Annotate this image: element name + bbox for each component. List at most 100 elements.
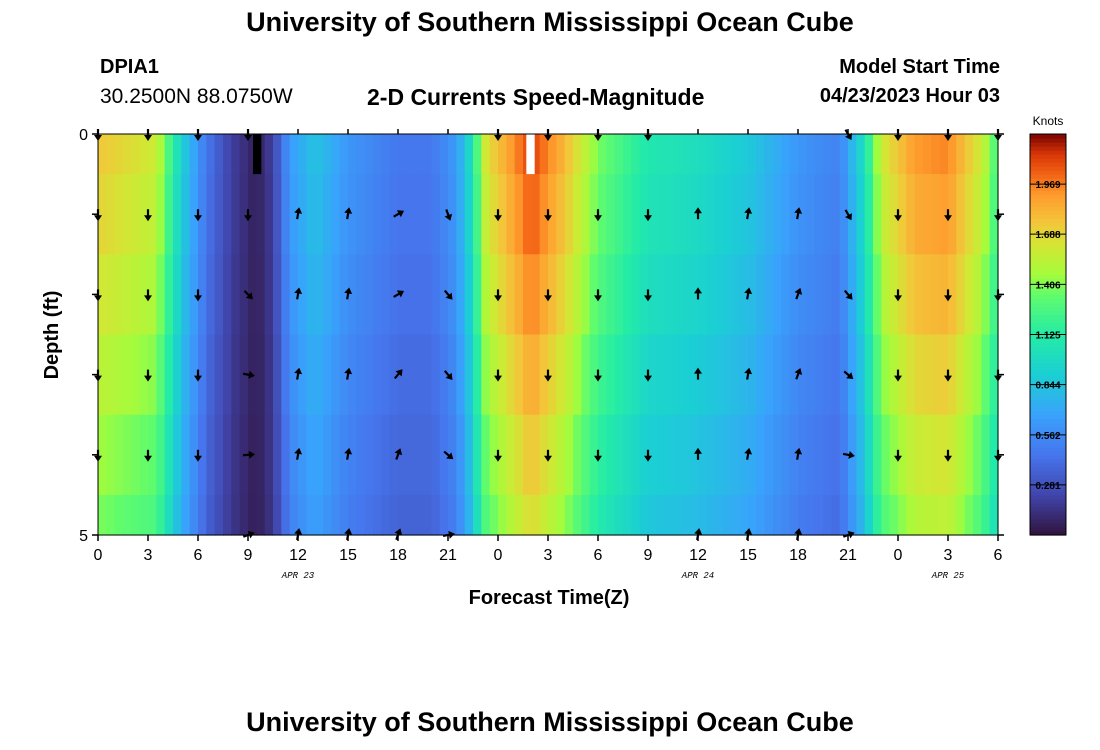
heatmap-cell xyxy=(289,174,299,255)
heatmap-cell xyxy=(831,174,841,255)
heatmap-cell xyxy=(114,134,124,175)
colorbar-segment xyxy=(1030,466,1066,472)
heatmap-cell xyxy=(389,174,399,255)
heatmap-cell xyxy=(523,414,532,496)
heatmap-cell xyxy=(464,494,474,536)
model-start-time: 04/23/2023 Hour 03 xyxy=(819,85,1000,107)
heatmap-cell xyxy=(431,334,441,416)
heatmap-cell xyxy=(156,334,166,416)
heatmap-cell xyxy=(548,414,557,496)
current-arrow-head xyxy=(194,455,202,462)
colorbar-segment xyxy=(1030,518,1066,524)
current-arrow xyxy=(243,290,253,300)
current-arrow-head xyxy=(594,135,602,141)
current-arrow-head xyxy=(794,528,803,535)
current-arrow-head xyxy=(194,375,202,382)
heatmap-cell xyxy=(898,254,907,336)
current-arrow-head xyxy=(644,455,652,462)
current-arrow xyxy=(494,449,502,462)
heatmap-cell xyxy=(314,494,324,536)
current-arrow-head xyxy=(144,295,152,302)
heatmap-cell xyxy=(639,414,649,496)
heatmap-cell xyxy=(781,334,791,416)
heatmap-cell xyxy=(406,134,416,175)
heatmap-cell xyxy=(606,414,616,496)
heatmap-cell xyxy=(923,134,932,175)
colorbar-segment xyxy=(1030,202,1066,207)
current-arrow-head xyxy=(744,528,753,535)
colorbar-segment xyxy=(1030,494,1066,500)
heatmap-cell xyxy=(489,414,499,496)
current-arrow-head xyxy=(846,372,854,380)
heatmap-cell xyxy=(398,334,407,416)
heatmap-cell xyxy=(306,174,316,255)
y-tick-label: 0 xyxy=(79,127,88,144)
heatmap-cell xyxy=(214,174,224,255)
heatmap-cell xyxy=(706,134,716,175)
x-tick-label: 12 xyxy=(689,547,707,564)
heatmap-cell xyxy=(148,174,157,255)
heatmap-cell xyxy=(989,494,999,536)
heatmap-cell xyxy=(806,134,816,175)
heatmap-cell xyxy=(664,174,674,255)
date-label: APR 23 xyxy=(281,571,315,581)
heatmap-cell xyxy=(439,254,449,336)
x-tick-label: 0 xyxy=(894,547,903,564)
current-arrow-head xyxy=(944,375,952,382)
heatmap-cell xyxy=(606,334,616,416)
heatmap-cell xyxy=(823,134,832,175)
heatmap-cell xyxy=(514,174,524,255)
heatmap-cell xyxy=(464,174,474,255)
current-arrow-head xyxy=(494,215,502,222)
heatmap-cell xyxy=(714,134,724,175)
heatmap-cell xyxy=(648,334,657,416)
heatmap-cell xyxy=(106,254,116,336)
heatmap-cell xyxy=(739,174,749,255)
current-arrow xyxy=(694,447,702,460)
heatmap-cell xyxy=(123,334,132,416)
heatmap-cell xyxy=(706,254,716,336)
heatmap-cell xyxy=(281,174,291,255)
heatmap-cell xyxy=(239,494,249,536)
colorbar-segment xyxy=(1030,394,1066,400)
colorbar-segment xyxy=(1030,206,1066,211)
heatmap-cell xyxy=(856,134,866,175)
colorbar-segment xyxy=(1030,454,1066,460)
heatmap-cell xyxy=(306,254,316,336)
current-arrow-head xyxy=(245,292,253,300)
colorbar-segment xyxy=(1030,502,1066,508)
heatmap-cell xyxy=(856,334,866,416)
heatmap-cell xyxy=(781,174,791,255)
current-arrow-head xyxy=(744,447,753,455)
heatmap-cell xyxy=(289,494,299,536)
heatmap-cell xyxy=(814,414,824,496)
colorbar-segment xyxy=(1030,246,1066,251)
heatmap-cell xyxy=(789,414,799,496)
heatmap-cell xyxy=(764,134,774,175)
heatmap-cell xyxy=(714,254,724,336)
heatmap-cell xyxy=(739,254,749,336)
heatmap-cell xyxy=(248,494,257,536)
heatmap-cell xyxy=(489,334,499,416)
current-arrow-head xyxy=(644,135,652,141)
x-tick-label: 18 xyxy=(789,547,807,564)
heatmap-cell xyxy=(964,414,974,496)
heatmap-cell xyxy=(748,494,757,536)
colorbar-segment xyxy=(1030,250,1066,255)
heatmap-cell xyxy=(881,414,891,496)
heatmap-cell xyxy=(764,414,774,496)
heatmap-cell xyxy=(273,254,282,336)
heatmap-cell xyxy=(739,334,749,416)
colorbar-segment xyxy=(1030,326,1066,332)
heatmap-cell xyxy=(206,174,216,255)
heatmap-cell xyxy=(239,174,249,255)
heatmap-cell xyxy=(423,134,432,175)
heatmap-cell xyxy=(481,494,491,536)
heatmap-cell xyxy=(464,334,474,416)
heatmap-cell xyxy=(581,254,591,336)
heatmap-cell xyxy=(656,334,666,416)
colorbar-tick-label: 0.844 xyxy=(1035,381,1060,392)
heatmap-cell xyxy=(723,334,732,416)
current-arrow-head xyxy=(194,215,202,222)
colorbar-segment xyxy=(1030,386,1066,392)
